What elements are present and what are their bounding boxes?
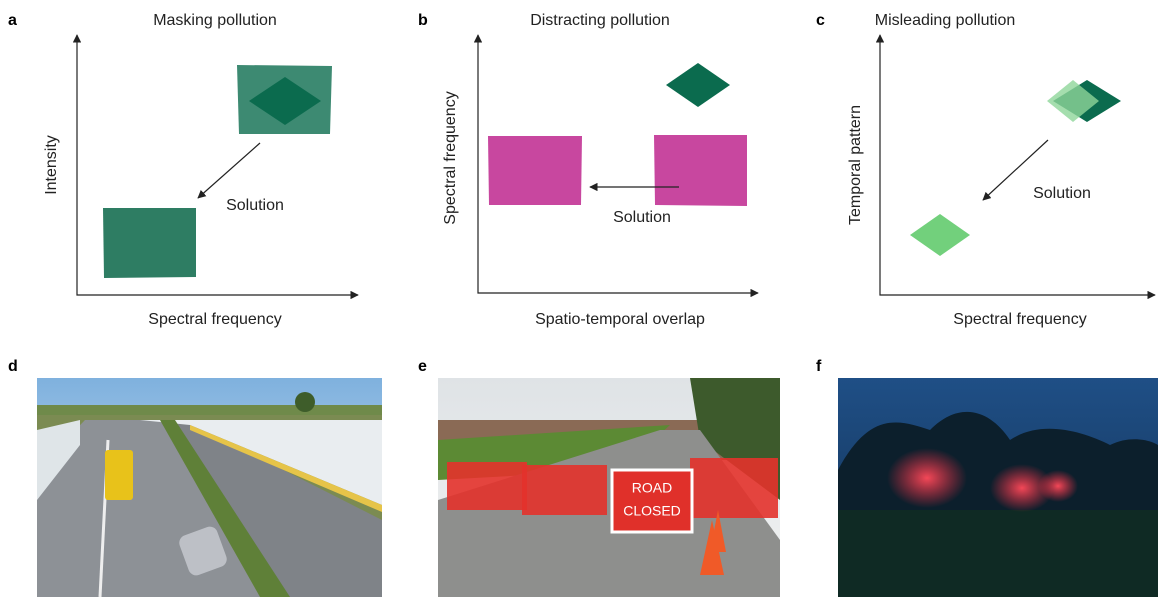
signal-rect xyxy=(654,135,747,206)
panel-a: a Masking pollution Intensity Spectral f… xyxy=(8,12,358,328)
axes xyxy=(880,35,1155,295)
panel-label: b xyxy=(418,12,428,29)
annotation: Solution xyxy=(1033,185,1091,202)
signal-diamond xyxy=(666,63,730,107)
panel-label: d xyxy=(8,358,18,375)
annotation: Solution xyxy=(613,209,671,226)
arrow xyxy=(198,143,260,198)
panel-title: Misleading pollution xyxy=(875,12,1016,29)
photo-road-closed: ROAD CLOSED xyxy=(438,378,780,597)
figure: a Masking pollution Intensity Spectral f… xyxy=(0,0,1159,598)
x-axis-label: Spatio-temporal overlap xyxy=(535,311,705,328)
signal-rect xyxy=(103,208,196,278)
photo-night-lights xyxy=(838,378,1158,597)
panel-title: Masking pollution xyxy=(153,12,277,29)
y-axis-label: Temporal pattern xyxy=(847,105,864,225)
y-axis-label: Spectral frequency xyxy=(442,91,459,224)
photo-highway xyxy=(37,378,382,597)
sign-text: CLOSED xyxy=(623,503,681,519)
panel-c: c Misleading pollution Temporal pattern … xyxy=(816,12,1155,328)
x-axis-label: Spectral frequency xyxy=(148,311,281,328)
panel-title: Distracting pollution xyxy=(530,12,670,29)
panel-b: b Distracting pollution Spectral frequen… xyxy=(418,12,758,328)
y-axis-label: Intensity xyxy=(43,135,60,195)
panel-label: c xyxy=(816,12,825,29)
sign-text: ROAD xyxy=(632,480,672,496)
annotation: Solution xyxy=(226,197,284,214)
panel-label: a xyxy=(8,12,17,29)
panel-label: e xyxy=(418,358,427,375)
x-axis-label: Spectral frequency xyxy=(953,311,1086,328)
signal-rect xyxy=(488,136,582,205)
signal-diamond xyxy=(910,214,970,256)
panel-label: f xyxy=(816,358,822,375)
